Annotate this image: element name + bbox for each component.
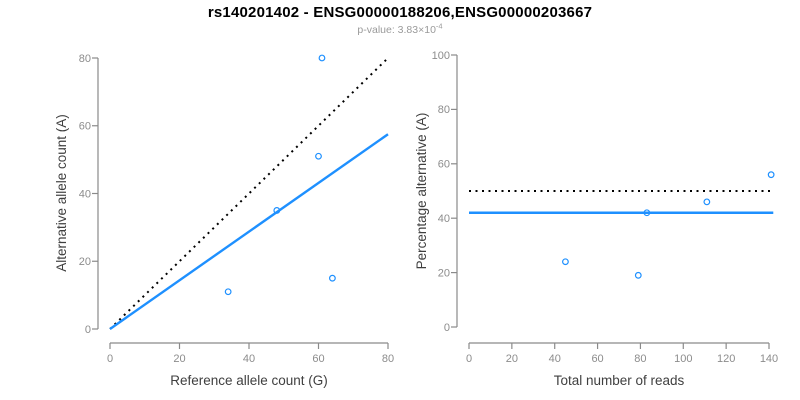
data-point — [224, 288, 232, 296]
x-tick-label: 140 — [760, 353, 778, 365]
x-axis-title: Reference allele count (G) — [170, 373, 328, 388]
y-tick-label: 0 — [85, 324, 91, 336]
x-axis-title: Total number of reads — [554, 373, 685, 388]
y-tick-label: 20 — [79, 256, 91, 268]
data-point — [318, 54, 326, 62]
right-plot-percentage-alternative: 0 20 40 60 80 100 120 140 0 20 40 60 80 100 Total numb… — [414, 50, 778, 388]
x-tick-label: 0 — [107, 353, 113, 365]
data-point — [273, 207, 281, 214]
y-tick-label: 80 — [79, 53, 91, 65]
x-tick-label: 60 — [312, 353, 324, 365]
x-tick-label: 100 — [674, 353, 692, 365]
data-point — [703, 198, 711, 206]
x-tick-label: 60 — [591, 353, 603, 365]
y-tick-label: 80 — [438, 104, 450, 116]
data-point — [643, 209, 651, 217]
x-tick-label: 40 — [549, 353, 561, 365]
y-tick-label: 60 — [438, 159, 450, 171]
y-tick-label: 100 — [432, 50, 450, 62]
y-tick-label: 0 — [444, 322, 450, 334]
x-tick-label: 80 — [634, 353, 646, 365]
figure-title: rs140201402 - ENSG00000188206,ENSG000002… — [207, 4, 593, 21]
x-tick-label: 0 — [466, 353, 472, 365]
figure-subtitle: p-value: 3.83×10-4 — [0, 21, 800, 36]
x-tick-label: 80 — [382, 353, 394, 365]
data-point — [767, 171, 775, 179]
data-point — [315, 152, 322, 160]
left-plot-allele-counts: 0 20 40 60 80 0 20 40 60 80 Reference allele count… — [54, 53, 394, 388]
data-point — [562, 258, 569, 266]
expected-1to1-line — [109, 57, 389, 330]
pvalue-text: p-value: 3.83×10 — [357, 24, 436, 36]
x-tick-label: 20 — [173, 353, 185, 365]
pvalue-exponent: -4 — [435, 21, 443, 31]
data-point — [329, 274, 336, 282]
x-tick-label: 40 — [243, 353, 255, 365]
x-tick-label: 20 — [506, 353, 518, 365]
x-tick-label: 120 — [717, 353, 735, 365]
y-tick-label: 40 — [79, 188, 91, 200]
fitted-ratio-line — [109, 133, 389, 330]
data-point — [634, 271, 642, 279]
y-tick-label: 60 — [79, 121, 91, 133]
y-axis-title: Percentage alternative (A) — [414, 113, 429, 270]
y-tick-label: 40 — [438, 213, 450, 225]
y-axis-title: Alternative allele count (A) — [54, 114, 69, 272]
y-tick-label: 20 — [438, 267, 450, 279]
